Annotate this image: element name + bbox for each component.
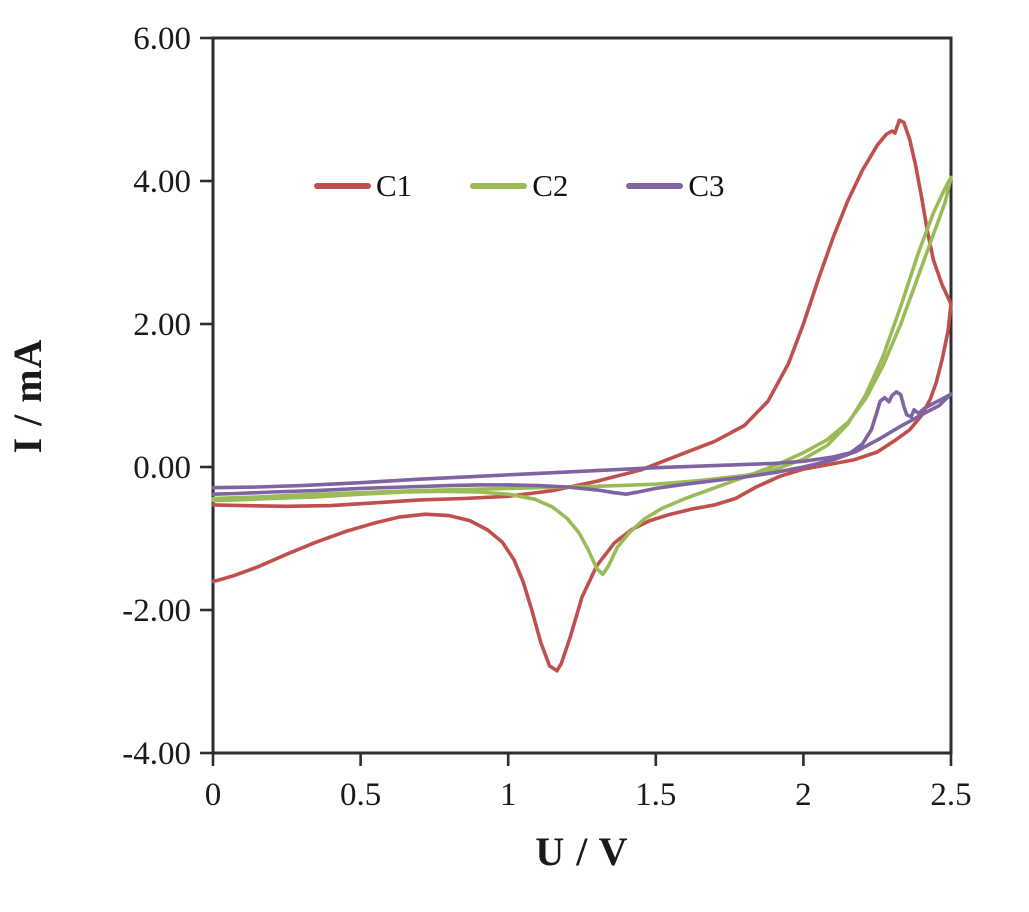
axis-tick-labels: 0 0.5 1 1.5 2 2.5 -4.00 -2.00 0.00 2.00 4.00 6.00: [122, 21, 971, 813]
curves: [211, 118, 953, 673]
legend: C1 C2 C3: [314, 170, 783, 201]
x-axis-title: U / V: [535, 829, 629, 874]
x-tick-label: 2.5: [930, 777, 971, 813]
x-tick-label: 1.5: [635, 777, 676, 813]
x-tick-label: 2: [795, 777, 812, 813]
legend-label-c1: C1: [376, 168, 413, 203]
x-tick-label: 1: [500, 777, 517, 813]
x-tick-label: 0: [205, 777, 222, 813]
y-tick-label: 4.00: [133, 164, 191, 200]
legend-line-c2-icon: [470, 182, 528, 189]
y-tick-label: 2.00: [133, 307, 191, 343]
curve-c1: [211, 118, 953, 673]
axis-ticks: [200, 36, 953, 766]
y-tick-label: -4.00: [122, 736, 191, 772]
legend-item-c1: C1: [314, 170, 412, 201]
legend-line-c1-icon: [314, 182, 371, 189]
curve-c3: [211, 390, 953, 496]
legend-line-c3-icon: [626, 182, 684, 189]
y-tick-label: 6.00: [133, 21, 191, 57]
legend-item-c2: C2: [470, 170, 568, 201]
plot-border: [211, 36, 953, 755]
legend-label-c3: C3: [688, 168, 725, 203]
legend-label-c2: C2: [532, 168, 569, 203]
y-tick-label: -2.00: [122, 593, 191, 629]
y-tick-label: 0.00: [133, 450, 191, 486]
x-tick-label: 0.5: [340, 777, 381, 813]
plot-box: [211, 36, 953, 755]
legend-item-c3: C3: [626, 168, 725, 203]
curve-c2: [211, 175, 953, 577]
y-axis-title-text: I / mA: [5, 338, 51, 454]
